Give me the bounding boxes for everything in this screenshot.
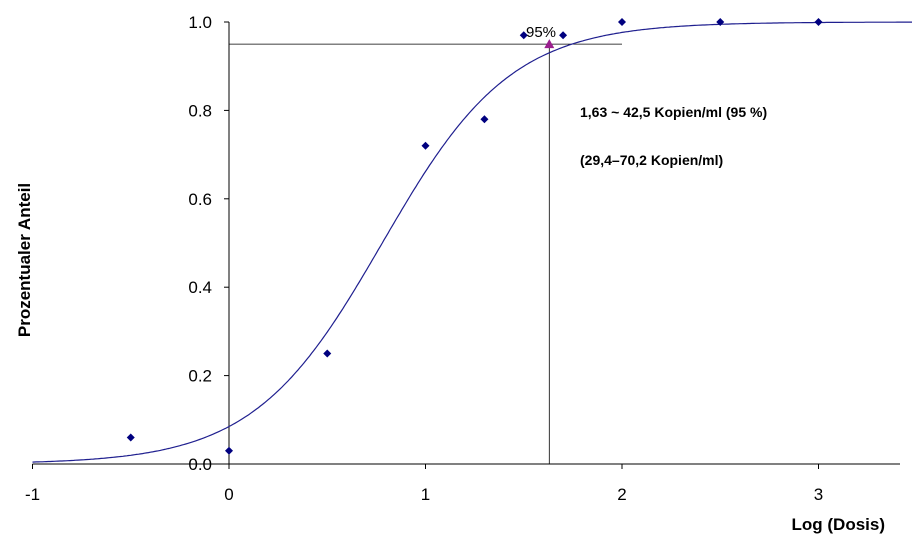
- y-axis-title: Prozentualer Anteil: [15, 183, 34, 337]
- axes: 0.0 0.2 0.4 0.6 0.8 1.0 -1 0 1 2 3: [25, 13, 900, 504]
- annotation-line-1: 1,63 ~ 42,5 Kopien/ml (95 %): [580, 104, 767, 120]
- guide-lines: [229, 43, 622, 464]
- x-tick-label: 1: [421, 485, 430, 504]
- data-point: [559, 31, 568, 40]
- y-tick-label: 0.0: [188, 455, 212, 474]
- data-points: [126, 18, 823, 455]
- data-point: [421, 141, 430, 150]
- data-point: [126, 433, 135, 442]
- x-tick-label: -1: [25, 485, 40, 504]
- data-point: [814, 18, 823, 26]
- y-tick-label: 0.4: [188, 278, 212, 297]
- x-axis-ticks: -1 0 1 2 3: [25, 464, 823, 504]
- y-tick-label: 0.6: [188, 190, 212, 209]
- highlight-point: [544, 39, 555, 49]
- data-point: [519, 31, 528, 40]
- y-tick-label: 0.8: [188, 101, 212, 120]
- x-axis-title: Log (Dosis): [792, 515, 886, 534]
- y-tick-label: 0.2: [188, 367, 212, 386]
- x-tick-label: 3: [814, 485, 823, 504]
- y-tick-label: 1.0: [188, 13, 212, 32]
- fit-curve: [32, 21, 912, 463]
- data-point: [480, 115, 489, 124]
- y-axis-ticks: 0.0 0.2 0.4 0.6 0.8 1.0: [188, 13, 229, 474]
- annotation-line-2: (29,4–70,2 Kopien/ml): [580, 152, 723, 168]
- highlight-group: [544, 39, 555, 49]
- x-tick-label: 2: [617, 485, 626, 504]
- highlight-label: 95%: [526, 24, 556, 41]
- data-point: [225, 446, 233, 455]
- data-point: [618, 18, 626, 26]
- data-point: [716, 18, 725, 26]
- x-tick-label: 0: [224, 485, 233, 504]
- data-point: [323, 349, 332, 358]
